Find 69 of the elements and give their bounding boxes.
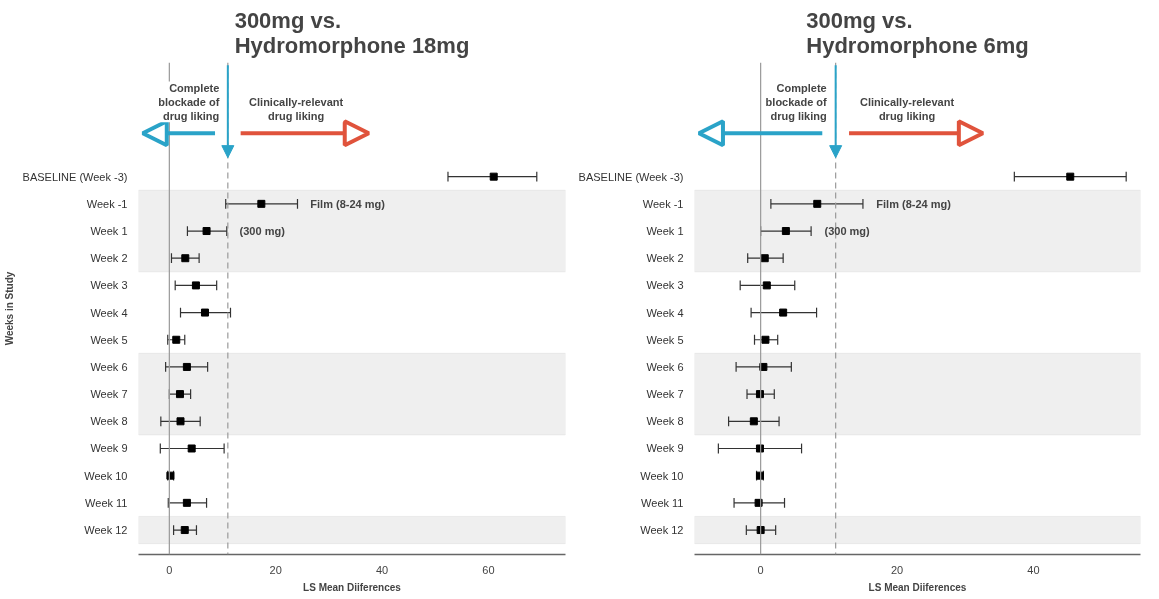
y-tick-label: BASELINE (Week -3) xyxy=(578,170,684,183)
annotation: Film (8-24 mg) xyxy=(876,197,952,210)
y-tick-label: Week 7 xyxy=(90,388,128,401)
x-tick-label: 40 xyxy=(1027,563,1040,576)
point xyxy=(175,390,184,399)
point xyxy=(749,417,758,426)
text: Clinically-relevant drug liking xyxy=(859,95,955,123)
annotation: Film (8-24 mg) xyxy=(310,197,386,210)
y-tick-label: Week 5 xyxy=(646,333,684,346)
point xyxy=(180,526,189,535)
point xyxy=(191,281,200,290)
y-tick-label: Week 6 xyxy=(646,360,684,373)
y-tick-label: Week -1 xyxy=(642,197,684,210)
x-tick-label: 0 xyxy=(757,563,764,576)
y-tick-label: Week 12 xyxy=(84,524,128,537)
point xyxy=(813,199,822,208)
x-tick-label: 0 xyxy=(166,563,173,576)
y-tick-label: Week 5 xyxy=(90,333,128,346)
point xyxy=(489,172,498,181)
text: Complete blockade of drug liking xyxy=(765,81,828,123)
point xyxy=(781,227,790,236)
y-axis-title: Weeks in Study xyxy=(3,271,15,346)
point xyxy=(200,308,209,317)
y-tick-label: Week 4 xyxy=(646,306,684,319)
y-tick-label: Week -1 xyxy=(86,197,128,210)
x-tick-label: 20 xyxy=(890,563,904,576)
y-tick-label: Week 7 xyxy=(646,388,684,401)
x-tick-label: 40 xyxy=(375,563,389,576)
x-axis-title: LS Mean Diiferences xyxy=(303,581,402,593)
annotation: (300 mg) xyxy=(824,225,871,238)
point xyxy=(182,362,191,371)
chart-title: 300mg vs. Hydromorphone 6mg xyxy=(806,7,1029,58)
point xyxy=(182,498,191,507)
point xyxy=(779,308,788,317)
point xyxy=(202,227,211,236)
chart-title: 300mg vs. Hydromorphone 18mg xyxy=(234,7,470,58)
y-tick-label: Week 3 xyxy=(90,279,128,292)
point xyxy=(761,335,770,344)
x-tick-label: 60 xyxy=(482,563,495,576)
y-tick-label: Week 4 xyxy=(90,306,128,319)
y-tick-label: BASELINE (Week -3) xyxy=(22,170,128,183)
y-tick-label: Week 1 xyxy=(90,225,128,238)
y-tick-label: Week 10 xyxy=(640,469,684,482)
annotation: (300 mg) xyxy=(239,225,286,238)
y-tick-label: Week 6 xyxy=(90,360,128,373)
y-tick-label: Week 8 xyxy=(646,415,684,428)
text: Complete blockade of drug liking xyxy=(158,81,220,123)
y-tick-label: Week 9 xyxy=(646,442,684,455)
y-tick-label: Week 1 xyxy=(646,225,684,238)
y-tick-label: Week 11 xyxy=(641,496,684,509)
point xyxy=(760,254,769,263)
point xyxy=(187,444,196,453)
y-tick-label: Week 11 xyxy=(85,496,128,509)
point xyxy=(1066,172,1075,181)
text: Clinically-relevant drug liking xyxy=(249,95,344,123)
y-tick-label: Week 9 xyxy=(90,442,128,455)
y-tick-label: Week 8 xyxy=(90,415,128,428)
point xyxy=(257,199,266,208)
y-tick-label: Week 12 xyxy=(640,524,684,537)
point xyxy=(181,254,190,263)
y-tick-label: Week 2 xyxy=(646,252,684,265)
x-axis-title: LS Mean Diiferences xyxy=(868,581,967,593)
point xyxy=(762,281,771,290)
y-tick-label: Week 2 xyxy=(90,252,128,265)
y-tick-label: Week 10 xyxy=(84,469,128,482)
point xyxy=(172,335,181,344)
y-tick-label: Week 3 xyxy=(646,279,684,292)
x-tick-label: 20 xyxy=(269,563,282,576)
point xyxy=(176,417,185,426)
